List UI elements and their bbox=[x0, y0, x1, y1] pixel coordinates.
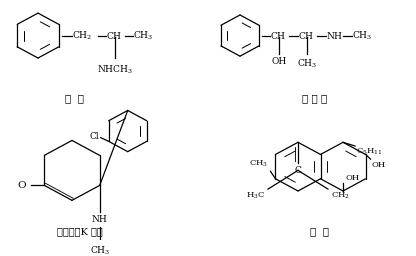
Text: Cl: Cl bbox=[89, 132, 99, 141]
Text: OH: OH bbox=[271, 57, 287, 66]
Text: $\mathregular{C_5H_{11}}$: $\mathregular{C_5H_{11}}$ bbox=[356, 147, 383, 157]
Text: $\mathregular{CH}$: $\mathregular{CH}$ bbox=[298, 30, 314, 41]
Text: NH: NH bbox=[92, 215, 108, 224]
Text: 摇 头 丸: 摇 头 丸 bbox=[302, 94, 328, 103]
Text: OH: OH bbox=[345, 174, 359, 182]
Text: 氯胺酮（K 粉）: 氯胺酮（K 粉） bbox=[57, 228, 103, 237]
Text: $\mathregular{CH_3}$: $\mathregular{CH_3}$ bbox=[250, 159, 268, 169]
Text: 冰  毒: 冰 毒 bbox=[65, 94, 84, 103]
Text: $\mathregular{H_3C}$: $\mathregular{H_3C}$ bbox=[246, 191, 265, 201]
Text: $\mathregular{CH}$: $\mathregular{CH}$ bbox=[106, 30, 122, 41]
Text: $\mathregular{CH_2}$: $\mathregular{CH_2}$ bbox=[72, 29, 92, 42]
Text: OH: OH bbox=[371, 161, 386, 169]
Text: O: O bbox=[17, 181, 26, 190]
Text: $\mathregular{CH_3}$: $\mathregular{CH_3}$ bbox=[89, 244, 110, 256]
Text: C: C bbox=[295, 166, 302, 175]
Text: $\mathregular{CH_3}$: $\mathregular{CH_3}$ bbox=[352, 29, 372, 42]
Text: $\mathregular{CH_2}$: $\mathregular{CH_2}$ bbox=[331, 191, 350, 201]
Text: $\mathregular{NHCH_3}$: $\mathregular{NHCH_3}$ bbox=[97, 64, 133, 76]
Text: $\mathregular{CH_3}$: $\mathregular{CH_3}$ bbox=[133, 29, 154, 42]
Text: 大  麻: 大 麻 bbox=[310, 228, 329, 237]
Text: $\mathregular{NH}$: $\mathregular{NH}$ bbox=[326, 30, 343, 41]
Text: $\mathregular{CH}$: $\mathregular{CH}$ bbox=[270, 30, 286, 41]
Text: $\mathregular{CH_3}$: $\mathregular{CH_3}$ bbox=[297, 57, 317, 70]
